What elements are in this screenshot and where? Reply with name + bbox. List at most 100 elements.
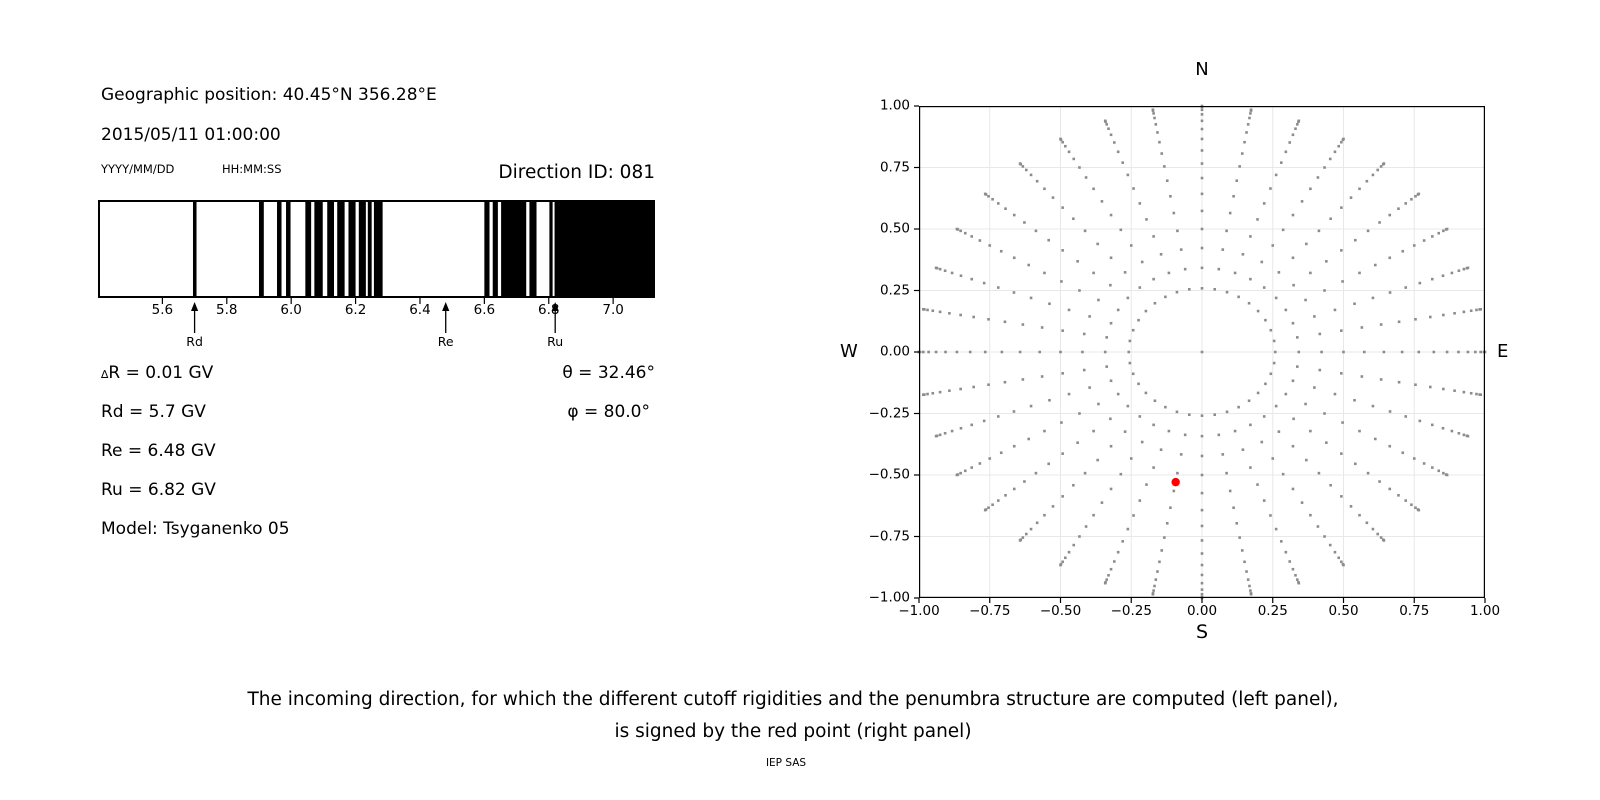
direction-dot (1109, 133, 1113, 137)
direction-dot (1067, 392, 1071, 396)
direction-dot (1012, 256, 1016, 260)
direction-dot (1175, 410, 1179, 414)
direction-dot (1061, 372, 1064, 375)
direction-dot (1043, 429, 1046, 433)
direction-dot (1096, 458, 1099, 462)
penumbra-band (337, 201, 345, 297)
direction-dot (1084, 176, 1088, 179)
direction-xtick-label: 0.50 (1328, 603, 1359, 619)
direction-dot (988, 244, 992, 247)
direction-dot (1103, 581, 1107, 585)
direction-dot (1374, 437, 1377, 441)
direction-dot (1309, 429, 1312, 433)
direction-dot (1388, 291, 1392, 294)
direction-dot (1240, 549, 1244, 552)
direction-dot (1397, 380, 1401, 384)
direction-dot (1340, 140, 1343, 144)
direction-dot (1288, 141, 1292, 144)
direction-dot (1262, 286, 1266, 289)
direction-dot (1445, 473, 1449, 477)
direction-dot (1323, 412, 1326, 415)
direction-dot (1340, 560, 1343, 564)
direction-dot (1043, 271, 1046, 275)
direction-dot (1012, 213, 1016, 217)
direction-dot (959, 426, 963, 430)
direction-dot (996, 286, 1000, 289)
direction-dot (1034, 229, 1038, 233)
direction-dot (1200, 108, 1204, 112)
penumbra-band (549, 201, 553, 297)
direction-dot (1018, 350, 1022, 354)
direction-dot (1112, 560, 1116, 563)
direction-dot (1437, 231, 1441, 235)
direction-dot (1035, 521, 1039, 525)
direction-dot (1414, 506, 1417, 510)
direction-dot (1217, 267, 1221, 271)
direction-dot (1100, 501, 1104, 504)
direction-dot (1365, 179, 1369, 183)
direction-dot (1116, 150, 1120, 154)
direction-dot (1109, 379, 1113, 383)
direction-dot (1200, 524, 1204, 528)
direction-dot (1337, 556, 1340, 560)
direction-dot (1442, 387, 1445, 391)
direction-dot (1107, 573, 1110, 577)
direction-dot (1072, 217, 1075, 221)
direction-dot (1291, 321, 1295, 325)
direction-dot (1353, 398, 1356, 402)
direction-dot (1462, 267, 1466, 271)
direction-dot (1304, 298, 1307, 302)
direction-dot (1388, 444, 1392, 448)
penumbra-tick-label: 6.4 (409, 302, 431, 318)
direction-dot (1325, 260, 1328, 263)
direction-dot (921, 393, 925, 397)
direction-dot (1200, 227, 1204, 231)
direction-ytick-label: 0.25 (879, 282, 910, 298)
direction-dot (1084, 525, 1088, 528)
direction-dot (1158, 560, 1161, 564)
date-format-label: YYYY/MM/DD (101, 162, 175, 176)
direction-dot (1432, 350, 1436, 354)
model-label: Model: Tsyganenko 05 (101, 519, 290, 539)
direction-dot (1479, 307, 1483, 311)
direction-dot (1297, 581, 1301, 585)
direction-dot (1410, 197, 1413, 201)
direction-dot (1140, 440, 1144, 444)
direction-dot (1437, 469, 1441, 473)
direction-dot (1453, 389, 1456, 393)
direction-dot (982, 419, 986, 423)
direction-dot (959, 229, 962, 233)
direction-dot (1450, 271, 1454, 275)
direction-dot (983, 350, 987, 354)
direction-dot (1221, 453, 1225, 456)
direction-dot (1048, 302, 1051, 306)
direction-dot (1200, 192, 1204, 196)
direction-dot (1363, 350, 1366, 354)
direction-dot (1109, 256, 1113, 260)
direction-dot (1414, 383, 1417, 387)
direction-dot (938, 433, 942, 437)
direction-dot (1200, 592, 1204, 596)
direction-dot (1200, 588, 1204, 591)
direction-dot (1027, 263, 1030, 267)
direction-dot (1475, 308, 1478, 312)
direction-dot (1023, 221, 1026, 224)
penumbra-band (484, 201, 490, 297)
direction-dot (1235, 522, 1239, 525)
direction-dot (1060, 421, 1063, 424)
direction-dot (1027, 437, 1030, 441)
direction-dot (1156, 570, 1159, 573)
direction-dot (1109, 567, 1113, 571)
direction-dot (1200, 434, 1204, 438)
direction-dot (1112, 141, 1116, 144)
direction-dot (1291, 567, 1295, 571)
direction-dot (1256, 391, 1260, 395)
direction-dot (1047, 462, 1051, 466)
penumbra-tick-label: 6.8 (538, 302, 560, 318)
direction-dot (1291, 444, 1295, 448)
direction-dot (1172, 211, 1176, 215)
direction-dot (1092, 513, 1095, 517)
direction-dot (1414, 194, 1417, 198)
direction-dot (1360, 326, 1364, 329)
